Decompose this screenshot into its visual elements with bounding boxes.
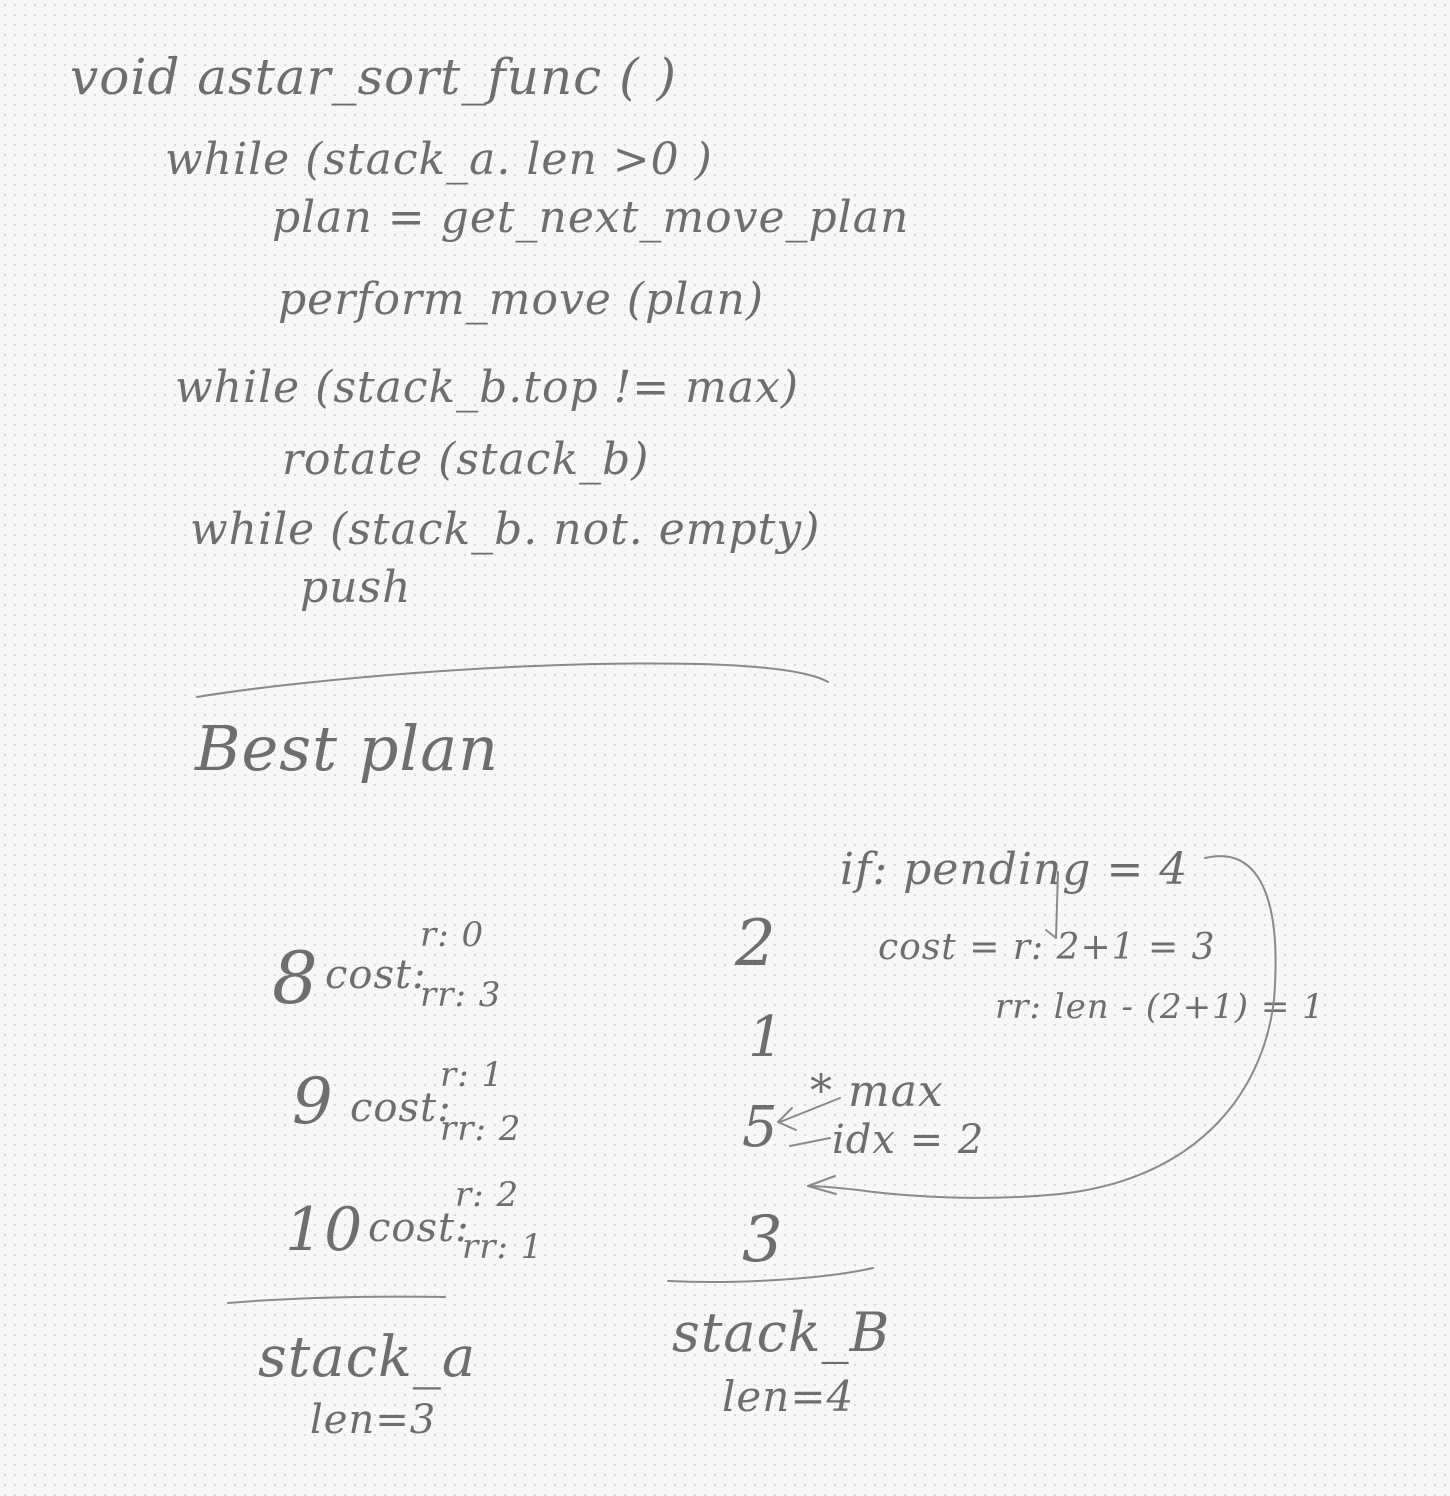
stack-a-cost-label: cost:: [350, 1085, 452, 1131]
stack-b-label: stack_B: [672, 1301, 891, 1364]
code-line-outer-while: while (stack_a. len >0 ): [165, 134, 713, 185]
stack-a-value: 10: [285, 1195, 364, 1265]
code-line-rotate: rotate (stack_b): [282, 434, 650, 485]
code-line-perform-move: perform_move (plan): [278, 274, 765, 325]
code-line-function-signature: void astar_sort_func ( ): [70, 48, 677, 106]
stack-b-max-note: * max: [810, 1066, 944, 1117]
stack-a-label: stack_a: [258, 1325, 477, 1390]
note-if-pending: if: pending = 4: [840, 844, 1189, 895]
stack-b-value: 5: [742, 1095, 779, 1160]
max-pointer-arrow: [777, 1097, 841, 1131]
stack-a-r-cost: r: 1: [440, 1055, 505, 1095]
code-line-plan-assign: plan = get_next_move_plan: [272, 192, 910, 243]
note-cost-rr: rr: len - (2+1) = 1: [995, 987, 1325, 1027]
section-divider-line: [196, 662, 829, 698]
stack-b-len: len=4: [722, 1372, 855, 1421]
stack-b-idx-note: idx = 2: [832, 1117, 985, 1163]
stack-a-base-line: [227, 1295, 446, 1304]
curved-arrow-line: [807, 855, 1277, 1199]
stack-a-rr-cost: rr: 1: [462, 1227, 544, 1267]
stack-a-len: len=3: [310, 1397, 437, 1443]
stack-b-value: 3: [742, 1203, 784, 1277]
stack-a-rr-cost: rr: 2: [440, 1109, 522, 1149]
stack-a-cost-label: cost:: [325, 952, 427, 998]
stack-a-value: 9: [292, 1065, 334, 1139]
stack-a-rr-cost: rr: 3: [420, 975, 502, 1015]
stack-a-r-cost: r: 2: [455, 1175, 520, 1215]
stack-a-value: 8: [272, 936, 319, 1020]
stack-b-value: 2: [735, 907, 777, 981]
stack-a-cost-label: cost:: [368, 1205, 470, 1251]
code-line-push-while: while (stack_b. not. empty): [190, 504, 821, 555]
code-line-rotate-while: while (stack_b.top != max): [175, 362, 800, 413]
stack-a-r-cost: r: 0: [420, 915, 485, 955]
stack-b-base-line: [667, 1267, 874, 1283]
pending-arrow-line: [1045, 871, 1059, 939]
code-line-push: push: [300, 562, 412, 613]
curved-arrow-head: [807, 1175, 837, 1195]
note-cost-r: cost = r: 2+1 = 3: [878, 927, 1216, 968]
best-plan-heading: Best plan: [195, 712, 500, 785]
idx-pointer-arrow: [789, 1137, 831, 1147]
stack-b-value: 1: [748, 1005, 785, 1070]
